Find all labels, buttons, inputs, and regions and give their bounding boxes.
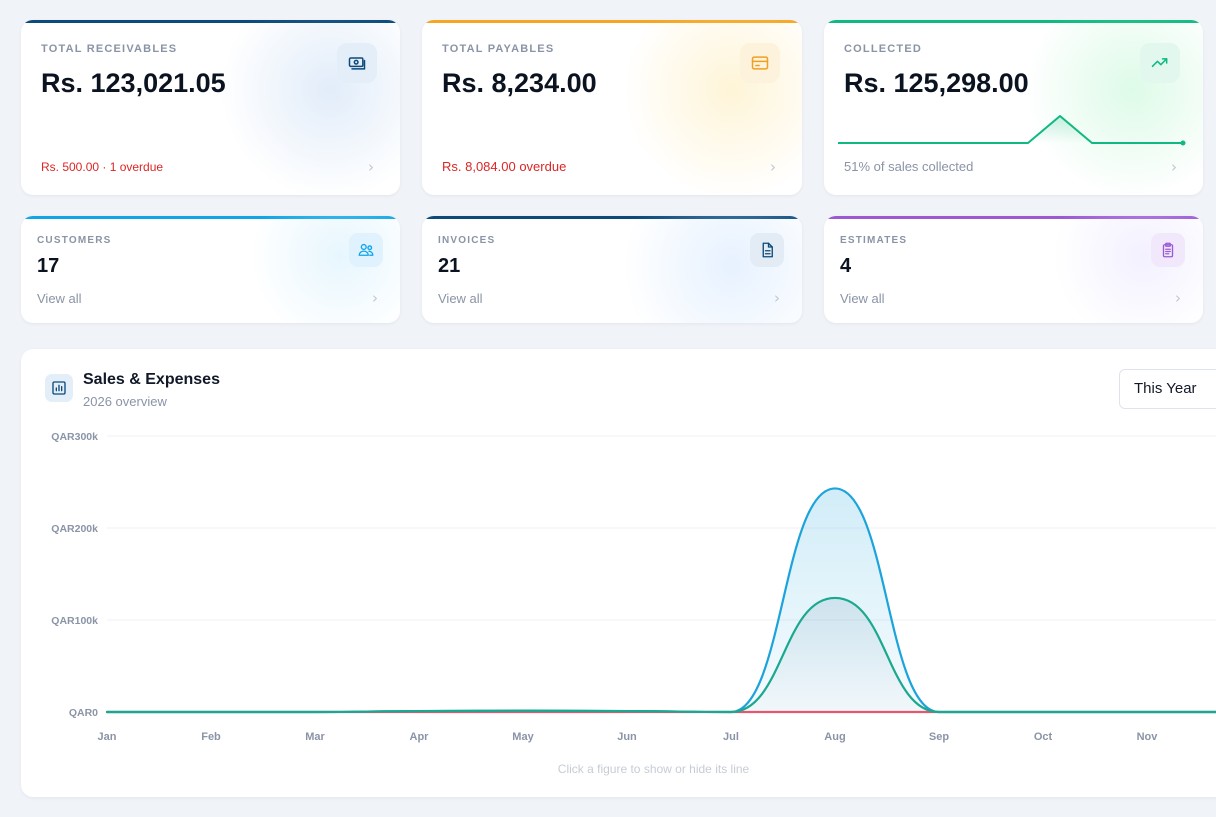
x-tick-label: Aug <box>824 731 845 743</box>
x-tick-label: Sep <box>929 731 949 743</box>
card-accent-bar <box>824 20 1203 23</box>
chevron-right-icon[interactable]: › <box>1175 289 1181 307</box>
clipboard-icon <box>1151 233 1185 267</box>
x-tick-label: Apr <box>410 731 430 743</box>
series-line-blue-area <box>107 488 1216 712</box>
collected-card[interactable]: COLLECTED Rs. 125,298.00 51% of sales co… <box>824 20 1203 195</box>
x-tick-label: Mar <box>305 731 325 743</box>
y-tick-label: QAR300k <box>51 431 98 443</box>
card-amount: Rs. 8,234.00 <box>442 68 597 98</box>
estimates-card[interactable]: ESTIMATES 4 View all › <box>824 216 1203 323</box>
invoices-count: 21 <box>438 255 461 277</box>
card-label: TOTAL PAYABLES <box>442 43 555 55</box>
estimates-count: 4 <box>840 255 852 277</box>
view-all-link[interactable]: View all <box>438 291 483 306</box>
x-tick-label: May <box>512 731 534 743</box>
card-label: INVOICES <box>438 235 496 246</box>
card-accent-bar <box>824 216 1203 219</box>
document-icon <box>750 233 784 267</box>
credit-card-icon <box>740 43 780 83</box>
overdue-note: Rs. 8,084.00 overdue <box>442 159 567 174</box>
y-tick-label: QAR0 <box>69 707 98 719</box>
x-tick-label: Jun <box>617 731 637 743</box>
overdue-note: Rs. 500.00 · 1 overdue <box>41 160 164 174</box>
x-tick-label: Nov <box>1137 731 1159 743</box>
chart-hint: Click a figure to show or hide its line <box>557 762 750 776</box>
x-tick-label: Feb <box>201 731 221 743</box>
chart-title: Sales & Expenses <box>83 371 220 388</box>
users-icon <box>349 233 383 267</box>
customers-count: 17 <box>37 255 60 277</box>
x-tick-label: Jan <box>98 731 117 743</box>
trending-up-icon <box>1140 43 1180 83</box>
card-amount: Rs. 125,298.00 <box>844 68 1029 98</box>
sales-expenses-chart: QAR0 QAR100k QAR200k QAR300k Jan Feb Mar Apr Ma… <box>51 431 1216 743</box>
period-select[interactable]: This Year <box>1119 369 1216 409</box>
chevron-right-icon[interactable]: › <box>770 158 776 176</box>
card-label: ESTIMATES <box>840 235 908 246</box>
collection-rate-note: 51% of sales collected <box>844 159 974 174</box>
card-accent-bar <box>422 20 802 23</box>
x-tick-label: Oct <box>1034 731 1053 743</box>
bar-chart-icon <box>45 374 73 402</box>
card-accent-bar <box>21 20 400 23</box>
y-tick-label: QAR100k <box>51 615 98 627</box>
x-tick-label: Jul <box>723 731 739 743</box>
view-all-link[interactable]: View all <box>840 291 885 306</box>
chevron-right-icon[interactable]: › <box>774 289 780 307</box>
series-line-blue[interactable] <box>105 487 1216 714</box>
view-all-link[interactable]: View all <box>37 291 82 306</box>
sales-expenses-card: Sales & Expenses 2026 overview This Year… <box>21 349 1216 797</box>
customers-card[interactable]: CUSTOMERS 17 View all › <box>21 216 400 323</box>
banknote-icon <box>337 43 377 83</box>
card-label: TOTAL RECEIVABLES <box>41 43 178 55</box>
card-accent-bar <box>422 216 802 219</box>
series-line-green-area <box>107 597 1216 712</box>
chevron-right-icon[interactable]: › <box>368 158 374 176</box>
chart-subtitle: 2026 overview <box>83 394 167 409</box>
card-label: COLLECTED <box>844 43 923 55</box>
card-amount: Rs. 123,021.05 <box>41 68 226 98</box>
collected-sparkline <box>838 115 1186 146</box>
card-label: CUSTOMERS <box>37 235 112 246</box>
invoices-card[interactable]: INVOICES 21 View all › <box>422 216 802 323</box>
total-payables-card[interactable]: TOTAL PAYABLES Rs. 8,234.00 Rs. 8,084.00… <box>422 20 802 195</box>
card-accent-bar <box>21 216 400 219</box>
total-receivables-card[interactable]: TOTAL RECEIVABLES Rs. 123,021.05 Rs. 500… <box>21 20 400 195</box>
chevron-right-icon[interactable]: › <box>1171 158 1177 176</box>
series-line-green[interactable] <box>105 596 1216 714</box>
chevron-right-icon[interactable]: › <box>372 289 378 307</box>
y-tick-label: QAR200k <box>51 523 98 535</box>
